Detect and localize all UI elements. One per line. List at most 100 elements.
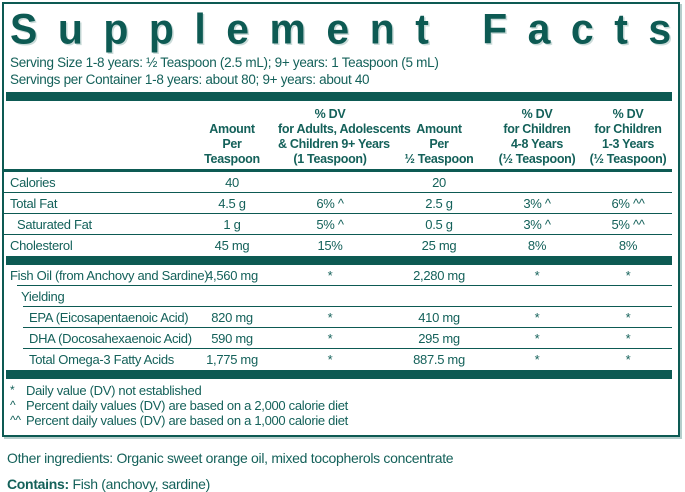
header-line: for Children xyxy=(503,122,571,136)
title-letter: c xyxy=(570,5,594,53)
row-value: 590 mg xyxy=(211,330,253,346)
footnote-text: Daily value (DV) not established xyxy=(26,383,202,398)
table-row: Total Fat 4.5 g 6% ^ 2.5 g 3% ^ 6% ^^ xyxy=(4,193,678,213)
footnote: ^^ Percent daily values (DV) are based on… xyxy=(10,413,672,428)
row-value: 20 xyxy=(432,174,446,190)
table-row: Calories 40 20 xyxy=(4,172,678,192)
row-label: Total Omega-3 Fatty Acids xyxy=(29,351,174,367)
header-cell: % DV for Children 4-8 Years (½ Teaspoon) xyxy=(496,107,578,169)
title-letter: s xyxy=(648,5,671,53)
row-value: 820 mg xyxy=(211,309,253,325)
footnote-marker: ^ xyxy=(10,398,16,412)
row-value: 15% xyxy=(317,237,343,253)
header-line: % DV xyxy=(521,107,553,121)
row-value: 5% ^ xyxy=(316,216,344,232)
row-separator xyxy=(4,234,672,235)
header-line: Per xyxy=(222,137,242,151)
header-cell: Amount Per ½ Teaspoon xyxy=(382,107,496,169)
row-separator xyxy=(23,348,672,349)
contains-line: Contains: Fish (anchovy, sardine) xyxy=(7,476,685,492)
row-value: 8% xyxy=(618,237,638,253)
header-line: % DV xyxy=(612,107,644,121)
row-separator xyxy=(23,306,672,307)
row-value: 2.5 g xyxy=(425,195,453,211)
header-row: Amount Per Teaspoon% DV for Adults, Adolesc… xyxy=(4,101,672,172)
row-label: Fish Oil (from Anchovy and Sardine) xyxy=(10,267,209,283)
header-cell: Amount Per Teaspoon xyxy=(186,107,278,169)
title-letter: p xyxy=(148,5,174,53)
row-value: * xyxy=(534,309,540,325)
row-value: 4.5 g xyxy=(218,195,246,211)
title-letter: n xyxy=(369,5,395,53)
row-value: * xyxy=(625,309,631,325)
header-cell: % DV for Adults, Adolescents & Children 9+… xyxy=(278,107,411,169)
row-value: 6% ^^ xyxy=(611,195,645,211)
row-value: * xyxy=(534,330,540,346)
header-line: % DV xyxy=(314,107,346,121)
row-value: 4,560 mg xyxy=(206,267,258,283)
row-value: * xyxy=(327,309,333,325)
row-value: * xyxy=(327,267,333,283)
row-value: 410 mg xyxy=(418,309,460,325)
header-line: 1-3 Years xyxy=(602,137,654,151)
footnote: ^ Percent daily values (DV) are based on … xyxy=(10,398,672,413)
row-separator xyxy=(17,285,672,286)
title-letter: m xyxy=(269,5,306,53)
header-line: (½ Teaspoon) xyxy=(498,152,576,166)
footnotes: * Daily value (DV) not established ^ Percen… xyxy=(4,379,678,433)
header-line: (1 Teaspoon) xyxy=(293,152,367,166)
row-label: DHA (Docosahexaenoic Acid) xyxy=(29,330,192,346)
header-cell: % DV for Children 1-3 Years (½ Teaspoon) xyxy=(578,107,678,169)
row-value: * xyxy=(625,267,631,283)
row-value: * xyxy=(534,351,540,367)
serving-info: Serving Size 1-8 years: ½ Teaspoon (2.5 … xyxy=(4,51,678,91)
title-letter: l xyxy=(194,5,206,53)
row-value: * xyxy=(625,351,631,367)
table-row: Saturated Fat 1 g 5% ^ 0.5 g 3% ^ 5% ^^ xyxy=(4,214,678,234)
footnote-marker: * xyxy=(10,383,15,397)
row-separator xyxy=(23,327,672,328)
row-value: 40 xyxy=(225,174,239,190)
title-letter: a xyxy=(527,5,551,53)
serving-size-line: Serving Size 1-8 years: ½ Teaspoon (2.5 … xyxy=(10,55,439,70)
table-row: Cholesterol 45 mg 15% 25 mg 8% 8% xyxy=(4,235,678,255)
title-letter: e xyxy=(226,5,249,53)
header-line: Teaspoon xyxy=(204,152,260,166)
row-value: 6% ^ xyxy=(316,195,344,211)
title-letter: u xyxy=(57,5,83,53)
title-letter: e xyxy=(326,5,349,53)
row-label: Cholesterol xyxy=(10,237,73,253)
row-label: Saturated Fat xyxy=(17,216,92,232)
row-value: 3% ^ xyxy=(523,195,551,211)
header-line: ½ Teaspoon xyxy=(404,152,474,166)
table-row: Yielding xyxy=(4,286,678,306)
row-label: EPA (Eicosapentaenoic Acid) xyxy=(29,309,189,325)
title-letter: t xyxy=(614,5,628,53)
footnote-text: Percent daily values (DV) are based on a… xyxy=(26,398,348,413)
title-letter: t xyxy=(415,5,429,53)
row-value: 1 g xyxy=(223,216,241,232)
row-value: 25 mg xyxy=(421,237,457,253)
row-value: * xyxy=(625,330,631,346)
row-value: 2,280 mg xyxy=(413,267,465,283)
row-label: Calories xyxy=(10,174,56,190)
row-value: 295 mg xyxy=(418,330,460,346)
header-line: for Children xyxy=(594,122,662,136)
footnote: * Daily value (DV) not established xyxy=(10,383,672,398)
row-value: 1,775 mg xyxy=(206,351,258,367)
table-row: Total Omega-3 Fatty Acids 1,775 mg * 887.5 … xyxy=(4,349,678,369)
contains-label: Contains: xyxy=(7,476,69,492)
footnote-text: Percent daily values (DV) are based on a… xyxy=(26,413,348,428)
row-value: * xyxy=(327,330,333,346)
title-letter: p xyxy=(103,5,129,53)
row-value: 0.5 g xyxy=(425,216,453,232)
row-value: 45 mg xyxy=(214,237,250,253)
other-ingredients-text: Other ingredients: Organic sweet orange … xyxy=(7,450,454,466)
section-bar xyxy=(6,256,672,265)
table-row: EPA (Eicosapentaenoic Acid) 820 mg * 410 mg… xyxy=(4,307,678,327)
row-value: 3% ^ xyxy=(523,216,551,232)
row-value: 5% ^^ xyxy=(611,216,645,232)
